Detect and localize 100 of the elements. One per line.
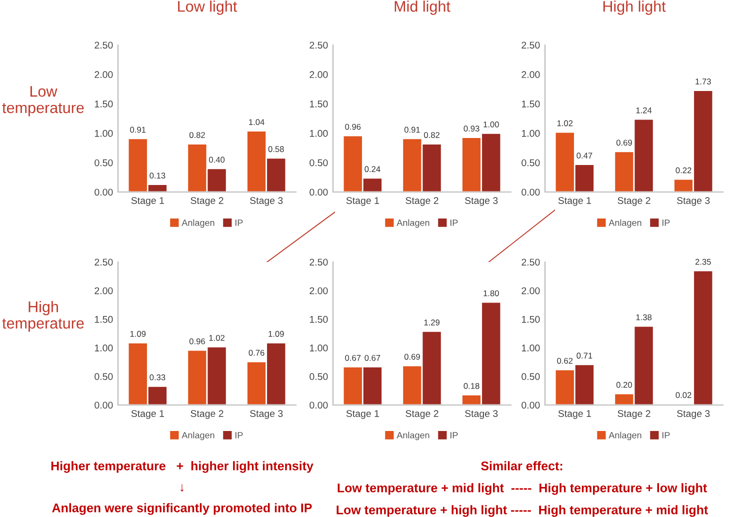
y-tick-label: 2.00 bbox=[94, 287, 113, 294]
data-label: 0.91 bbox=[404, 126, 420, 133]
text: Low temperature + high light ----- High temperature + mid light bbox=[336, 505, 708, 517]
x-tick-label: Stage 1 bbox=[346, 197, 379, 206]
y-tick-label: 1.50 bbox=[94, 100, 113, 108]
y-tick-label: 1.00 bbox=[310, 344, 328, 352]
data-label: 0.91 bbox=[130, 126, 146, 133]
text: Anlagen were significantly promoted into IP bbox=[52, 503, 312, 515]
data-label: 0.71 bbox=[576, 352, 592, 359]
x-tick-label: Stage 2 bbox=[406, 197, 438, 206]
y-tick-label: 0.50 bbox=[94, 159, 113, 166]
x-tick-label: Stage 2 bbox=[190, 197, 224, 206]
data-label: 1.00 bbox=[484, 121, 499, 128]
data-label: 1.04 bbox=[249, 119, 264, 126]
data-label: 0.47 bbox=[576, 152, 592, 159]
y-tick-label: 2.00 bbox=[94, 71, 113, 78]
y-tick-label: 2.00 bbox=[522, 71, 540, 78]
legend-label: IP bbox=[662, 220, 670, 226]
x-tick-label: Stage 2 bbox=[618, 410, 650, 419]
chart-title: Low light bbox=[178, 0, 238, 15]
legend-label: IP bbox=[450, 432, 458, 438]
data-label: 0.82 bbox=[424, 132, 440, 138]
y-tick-label: 0.00 bbox=[522, 188, 540, 196]
y-tick-label: 1.50 bbox=[522, 316, 540, 323]
data-label: 0.33 bbox=[150, 374, 166, 380]
legend-label: Anlagen bbox=[396, 219, 430, 228]
data-label: 0.02 bbox=[676, 392, 692, 398]
data-label: 0.96 bbox=[345, 124, 361, 130]
text: Low temperature + mid light ----- High temperature + low light bbox=[338, 483, 707, 495]
data-label: 1.38 bbox=[636, 314, 652, 320]
y-tick-label: 1.00 bbox=[522, 344, 540, 352]
data-label: 0.67 bbox=[345, 354, 361, 361]
y-tick-label: 0.00 bbox=[310, 402, 328, 409]
x-tick-label: Stage 3 bbox=[677, 410, 710, 419]
y-tick-label: 1.00 bbox=[94, 344, 113, 352]
x-tick-label: Stage 3 bbox=[465, 410, 498, 419]
y-tick-label: 0.50 bbox=[94, 373, 113, 380]
x-tick-label: Stage 2 bbox=[618, 197, 650, 206]
y-tick-label: 2.50 bbox=[94, 42, 113, 49]
legend-label: IP bbox=[450, 220, 458, 226]
data-label: 0.58 bbox=[268, 146, 284, 152]
data-label: 0.96 bbox=[189, 338, 205, 344]
y-tick-label: 1.50 bbox=[310, 316, 328, 323]
y-tick-label: 0.50 bbox=[522, 159, 540, 166]
legend-label: Anlagen bbox=[182, 219, 214, 228]
y-tick-label: 2.50 bbox=[522, 42, 540, 49]
data-label: 1.73 bbox=[696, 78, 711, 84]
data-label: 0.69 bbox=[616, 140, 632, 146]
y-tick-label: 2.50 bbox=[94, 258, 113, 266]
data-label: 0.20 bbox=[616, 382, 632, 388]
y-tick-label: 1.50 bbox=[522, 100, 540, 108]
y-tick-label: 1.00 bbox=[94, 130, 113, 137]
y-tick-label: 0.50 bbox=[310, 159, 328, 166]
y-axis-title: High temperature bbox=[2, 300, 84, 332]
data-label: 1.02 bbox=[209, 334, 224, 341]
data-label: 0.76 bbox=[248, 350, 264, 356]
data-label: 0.62 bbox=[557, 358, 573, 364]
data-label: 0.67 bbox=[364, 354, 380, 361]
y-tick-label: 2.00 bbox=[310, 71, 328, 78]
y-axis-title: Low temperature bbox=[2, 86, 84, 116]
x-tick-label: Stage 2 bbox=[406, 410, 438, 419]
y-tick-label: 1.50 bbox=[94, 316, 113, 323]
data-label: 1.02 bbox=[557, 120, 573, 126]
data-label: 0.93 bbox=[464, 126, 480, 132]
x-tick-label: Stage 3 bbox=[250, 410, 283, 419]
y-tick-label: 1.00 bbox=[310, 130, 328, 137]
data-label: 0.24 bbox=[364, 166, 380, 172]
x-tick-label: Stage 1 bbox=[558, 410, 591, 419]
x-tick-label: Stage 1 bbox=[346, 410, 379, 419]
data-label: 1.09 bbox=[130, 330, 146, 337]
x-tick-label: Stage 3 bbox=[465, 197, 498, 206]
y-tick-label: 2.50 bbox=[310, 42, 328, 49]
legend-label: Anlagen bbox=[396, 432, 430, 440]
legend-label: IP bbox=[662, 432, 670, 438]
data-label: 0.18 bbox=[464, 382, 480, 389]
text: ↓ bbox=[180, 484, 184, 492]
y-tick-label: 0.00 bbox=[310, 188, 328, 196]
data-label: 1.80 bbox=[484, 290, 499, 296]
data-label: 0.13 bbox=[150, 172, 166, 179]
y-tick-label: 0.50 bbox=[522, 373, 540, 380]
data-label: 2.35 bbox=[695, 258, 711, 265]
y-tick-label: 1.00 bbox=[522, 130, 540, 137]
data-label: 0.82 bbox=[189, 132, 205, 138]
legend-label: Anlagen bbox=[608, 432, 642, 440]
x-tick-label: Stage 2 bbox=[190, 410, 224, 419]
y-tick-label: 2.50 bbox=[522, 258, 540, 266]
data-label: 0.69 bbox=[404, 354, 420, 360]
bar bbox=[692, 270, 714, 405]
chart-title: High light bbox=[603, 0, 666, 15]
legend-label: IP bbox=[235, 220, 243, 226]
y-tick-label: 0.00 bbox=[94, 188, 113, 196]
x-tick-label: Stage 3 bbox=[250, 197, 283, 206]
x-tick-label: Stage 1 bbox=[131, 410, 164, 419]
x-tick-label: Stage 3 bbox=[677, 197, 710, 206]
chart-title: Mid light bbox=[394, 0, 450, 15]
y-tick-label: 2.00 bbox=[310, 287, 328, 294]
legend-label: Anlagen bbox=[608, 219, 642, 228]
text: Higher temperature + higher light intensity bbox=[51, 461, 314, 473]
data-label: 0.22 bbox=[676, 167, 692, 174]
y-tick-label: 0.00 bbox=[522, 402, 540, 409]
